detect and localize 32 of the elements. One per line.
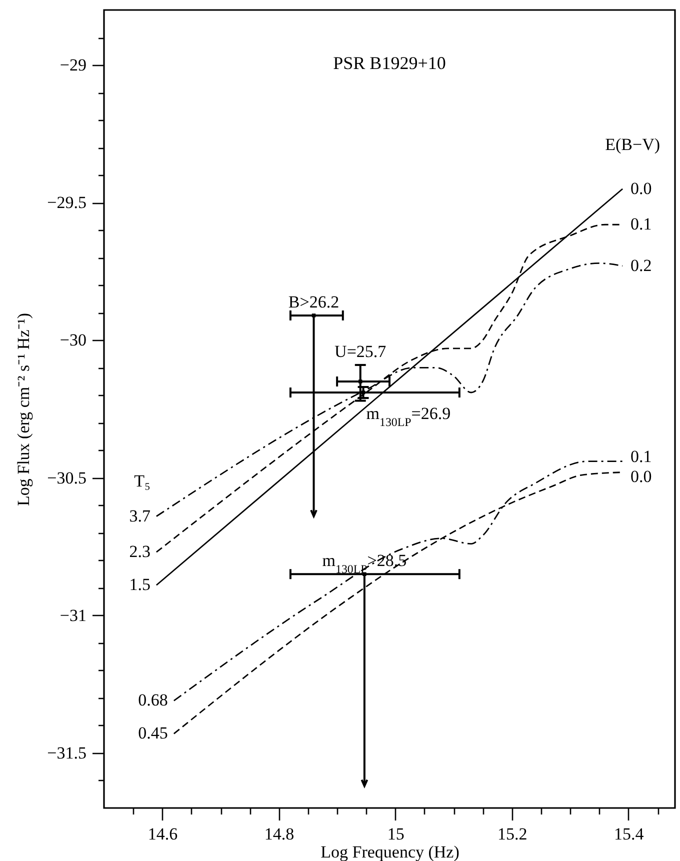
point bbox=[358, 380, 362, 384]
point bbox=[361, 390, 366, 394]
x-tick-label: 15.2 bbox=[497, 824, 528, 844]
y-tick-label: −31 bbox=[60, 606, 86, 625]
series-label: 0.1 bbox=[630, 446, 652, 466]
annotation: T₅ bbox=[134, 471, 151, 490]
x-tick-label: 14.6 bbox=[148, 824, 178, 844]
annotation: U=25.7 bbox=[334, 342, 387, 361]
x-axis-title: Log Frequency (Hz) bbox=[320, 842, 460, 861]
y-axis-title: Log Flux (erg cm⁻² s⁻¹ Hz⁻¹) bbox=[14, 312, 34, 506]
annotation: 1.5 bbox=[129, 575, 150, 594]
annotation: B>26.2 bbox=[288, 292, 340, 312]
annotation: E(B−V) bbox=[605, 134, 660, 154]
y-tick-label: −31.5 bbox=[47, 743, 86, 762]
annotation: 3.7 bbox=[129, 506, 151, 526]
series-label: 0.0 bbox=[630, 178, 652, 198]
series-label: 0.1 bbox=[630, 214, 652, 234]
annotation: 2.3 bbox=[129, 542, 150, 562]
text: PSR B1929+10 bbox=[333, 53, 446, 73]
annotation: 0.45 bbox=[138, 724, 168, 743]
y-tick-label: −30 bbox=[60, 330, 86, 350]
x-tick-label: 14.8 bbox=[264, 824, 294, 844]
y-tick-label: −29.5 bbox=[47, 193, 86, 212]
series-label: 0.2 bbox=[630, 256, 652, 275]
x-tick-label: 15 bbox=[387, 824, 404, 844]
y-tick-label: −30.5 bbox=[47, 468, 86, 488]
annotation: m$_{130LP}$=26.9 bbox=[366, 404, 451, 429]
point bbox=[312, 314, 316, 318]
y-tick-label: −29 bbox=[60, 56, 86, 75]
x-tick-label: 15.4 bbox=[614, 824, 644, 844]
annotation: 0.68 bbox=[138, 690, 168, 710]
series-label: 0.0 bbox=[630, 466, 652, 486]
